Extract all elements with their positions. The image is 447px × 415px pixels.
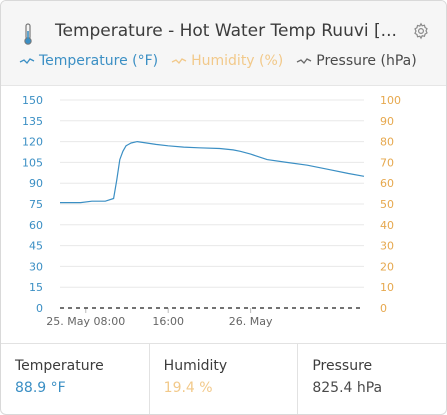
card-header: Temperature - Hot Water Temp Ruuvi [... …	[1, 1, 446, 86]
y-tick-label-right: 20	[380, 260, 394, 273]
stat-value-humidity: 19.4 %	[163, 380, 213, 396]
stats-row: Temperature 88.9 °F Humidity 19.4 % Pres…	[1, 343, 446, 414]
legend-item-humidity[interactable]: Humidity (%)	[171, 53, 283, 69]
y-tick-label-right: 0	[380, 302, 387, 315]
y-tick-label-left: 105	[22, 156, 43, 169]
legend-label-temperature: Temperature (°F)	[39, 53, 159, 69]
stat-label-temperature: Temperature	[15, 358, 104, 374]
stat-humidity: Humidity 19.4 %	[148, 344, 298, 414]
stat-label-pressure: Pressure	[312, 358, 373, 374]
y-tick-label-left: 135	[22, 115, 43, 128]
y-tick-label-left: 15	[29, 281, 43, 294]
stat-value-pressure: 825.4 hPa	[312, 380, 383, 396]
x-tick-label: 25. May 08:00	[46, 315, 125, 328]
y-tick-label-left: 0	[36, 302, 43, 315]
y-tick-label-right: 10	[380, 281, 394, 294]
y-tick-label-right: 70	[380, 156, 394, 169]
y-tick-label-left: 60	[29, 219, 43, 232]
stat-label-humidity: Humidity	[163, 358, 228, 374]
temperature-series-icon	[19, 58, 35, 64]
pressure-series-icon	[296, 58, 312, 64]
y-tick-label-left: 150	[22, 94, 43, 107]
chart-area: 150 100 135 90 120 80 105 70 90 60 75 50 60 40 45 30 30 2…	[1, 86, 446, 341]
y-tick-label-right: 60	[380, 177, 394, 190]
stat-value-temperature: 88.9 °F	[15, 380, 66, 396]
legend-item-pressure[interactable]: Pressure (hPa)	[296, 53, 417, 69]
legend-label-humidity: Humidity (%)	[191, 53, 284, 69]
y-tick-label-right: 90	[380, 115, 394, 128]
humidity-series-icon	[171, 58, 187, 64]
y-tick-label-left: 45	[29, 240, 43, 253]
thermometer-icon	[23, 23, 33, 49]
legend-label-pressure: Pressure (hPa)	[316, 53, 417, 69]
chart-legend: Temperature (°F) Humidity (%) Pressure (…	[19, 53, 417, 69]
x-tick-label: 26. May	[229, 315, 273, 328]
x-tick-label: 16:00	[152, 315, 184, 328]
y-tick-label-right: 30	[380, 240, 394, 253]
stat-temperature: Temperature 88.9 °F	[1, 344, 149, 414]
stat-pressure: Pressure 825.4 hPa	[297, 344, 446, 414]
card-title: Temperature - Hot Water Temp Ruuvi [...	[55, 21, 397, 41]
y-tick-label-right: 80	[380, 136, 394, 149]
y-tick-label-left: 90	[29, 177, 43, 190]
legend-item-temperature[interactable]: Temperature (°F)	[19, 53, 158, 69]
y-tick-label-right: 100	[380, 94, 401, 107]
y-tick-label-left: 30	[29, 260, 43, 273]
y-tick-label-left: 75	[29, 198, 43, 211]
y-tick-label-right: 40	[380, 219, 394, 232]
gear-icon[interactable]	[412, 22, 430, 44]
y-tick-label-left: 120	[22, 136, 43, 149]
y-tick-label-right: 50	[380, 198, 394, 211]
temperature-series-line	[60, 140, 365, 204]
